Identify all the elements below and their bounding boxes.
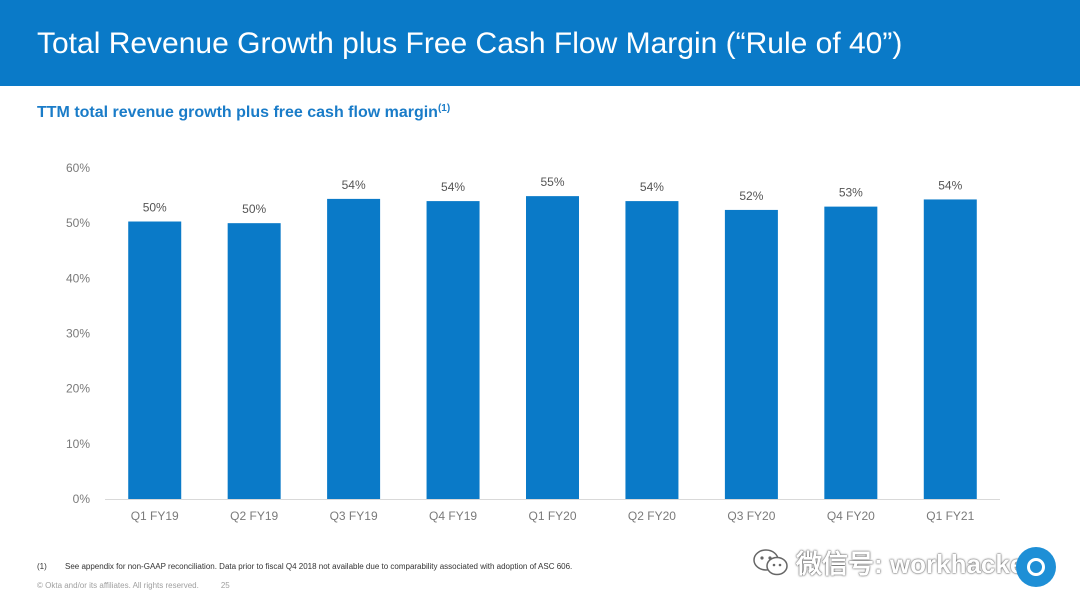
y-tick-label: 40%	[66, 271, 90, 285]
bar	[625, 201, 679, 499]
bar	[526, 196, 579, 499]
chart-subtitle-text: TTM total revenue growth plus free cash …	[37, 104, 438, 121]
bar-chart: 0% 10% 20% 30% 40% 50% 60% 50% Q1 FY19 50% Q2 FY19…	[66, 161, 1000, 523]
x-tick-label: Q2 FY19	[230, 509, 278, 523]
y-tick-label: 60%	[66, 161, 90, 175]
bar	[426, 201, 480, 499]
watermark-text: 微信号: workhacker	[796, 549, 1035, 579]
watermark: 微信号: workhacker	[752, 544, 1034, 581]
footnote: (1) See appendix for non-GAAP reconciliat…	[37, 562, 572, 571]
bar	[128, 221, 182, 499]
data-label: 53%	[839, 186, 863, 200]
okta-logo-icon	[1016, 547, 1056, 587]
x-tick-label: Q3 FY20	[727, 509, 775, 523]
bar	[227, 223, 281, 499]
x-tick-label: Q2 FY20	[628, 509, 676, 523]
page-number: 25	[220, 581, 230, 590]
chart-subtitle: TTM total revenue growth plus free cash …	[37, 103, 450, 122]
data-label: 52%	[739, 189, 763, 203]
y-tick-label: 10%	[66, 437, 90, 451]
y-tick-label: 30%	[66, 327, 90, 341]
data-label: 54%	[640, 180, 664, 194]
copyright-text: © Okta and/or its affiliates. All rights…	[37, 581, 199, 590]
bar	[824, 206, 878, 499]
bar	[724, 209, 778, 499]
data-label: 54%	[342, 178, 366, 192]
y-tick-label: 50%	[66, 216, 90, 230]
data-label: 50%	[143, 201, 167, 215]
x-tick-label: Q4 FY20	[827, 509, 875, 523]
x-tick-label: Q1 FY20	[528, 509, 576, 523]
bar	[923, 199, 977, 499]
data-label: 54%	[441, 180, 465, 194]
x-tick-label: Q3 FY19	[330, 509, 378, 523]
wechat-icon	[753, 548, 788, 575]
footnote-marker: (1)	[437, 103, 451, 114]
footnote-number: (1)	[37, 562, 47, 571]
slide-title: Total Revenue Growth plus Free Cash Flow…	[37, 27, 903, 60]
x-tick-label: Q4 FY19	[429, 509, 477, 523]
y-tick-label: 0%	[73, 492, 91, 506]
x-tick-label: Q1 FY19	[131, 509, 179, 523]
x-tick-label: Q1 FY21	[926, 509, 974, 523]
y-tick-label: 20%	[66, 382, 90, 396]
copyright: © Okta and/or its affiliates. All rights…	[37, 581, 230, 590]
title-bar: Total Revenue Growth plus Free Cash Flow…	[0, 0, 1080, 86]
data-label: 54%	[938, 178, 962, 192]
data-label: 55%	[540, 175, 564, 189]
data-label: 50%	[242, 202, 266, 216]
footnote-text: See appendix for non-GAAP reconciliation…	[65, 562, 573, 571]
bar	[327, 198, 381, 499]
